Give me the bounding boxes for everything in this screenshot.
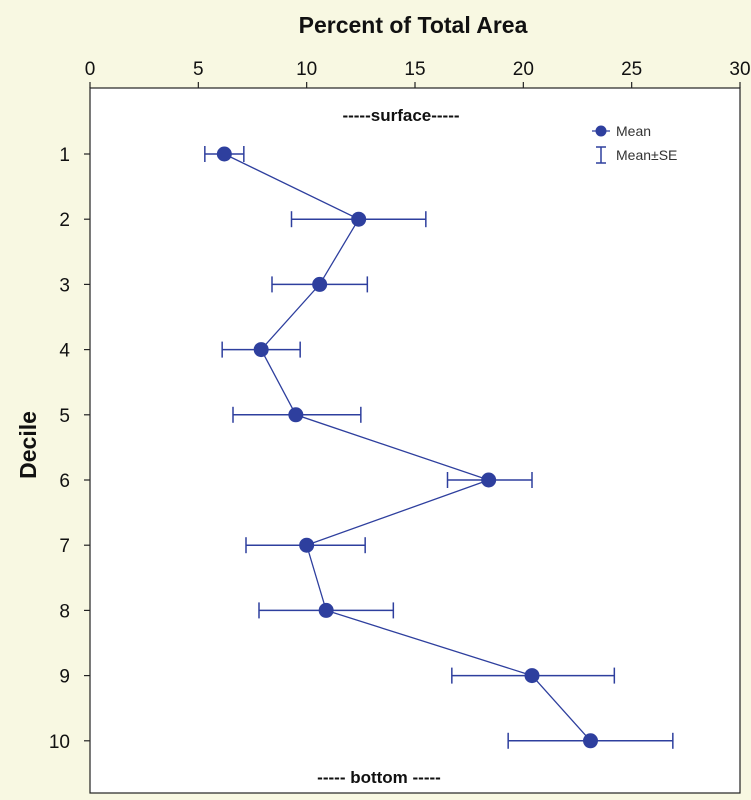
y-axis-title: Decile (15, 411, 41, 479)
mean-point-decile-9 (524, 668, 540, 684)
surface-annotation: -----surface----- (342, 106, 459, 125)
legend: Mean Mean±SE (592, 123, 677, 164)
y-tick-label-2: 3 (59, 275, 70, 296)
series-mean (204, 146, 674, 749)
axis-ticks: 0 5 10 15 20 25 30 1 2 3 4 5 6 7 8 9 10 (49, 59, 751, 753)
y-tick-label-9: 10 (49, 732, 70, 753)
plot-area (89, 87, 741, 794)
y-tick-label-1: 2 (59, 210, 70, 231)
mean-point-decile-8 (318, 602, 334, 618)
y-tick-label-3: 4 (59, 341, 70, 362)
mean-point-decile-4 (253, 342, 269, 358)
x-tick-label-1: 5 (193, 59, 204, 80)
bottom-annotation: ----- bottom ----- (317, 768, 441, 787)
x-tick-label-4: 20 (513, 59, 534, 80)
x-tick-label-6: 30 (729, 59, 750, 80)
mean-point-decile-1 (216, 146, 232, 162)
mean-point-decile-5 (288, 407, 304, 423)
x-axis-title: Percent of Total Area (299, 12, 528, 38)
x-tick-label-5: 25 (621, 59, 642, 80)
y-tick-label-8: 9 (59, 667, 70, 688)
y-tick-label-0: 1 (59, 145, 70, 166)
mean-point-decile-6 (481, 472, 497, 488)
series-line-0 (224, 153, 591, 742)
y-tick-label-4: 5 (59, 406, 70, 427)
y-tick-label-7: 8 (59, 601, 70, 622)
legend-se-label: Mean±SE (616, 147, 677, 163)
legend-mean-label: Mean (616, 123, 651, 139)
y-tick-label-5: 6 (59, 471, 70, 492)
x-tick-label-2: 10 (296, 59, 317, 80)
legend-mean-marker (595, 125, 607, 137)
mean-point-decile-10 (583, 733, 598, 749)
x-tick-label-0: 0 (85, 59, 96, 80)
x-tick-label-3: 15 (404, 59, 425, 80)
legend-se-marker (596, 146, 606, 164)
mean-point-decile-3 (312, 276, 328, 292)
y-tick-label-6: 7 (59, 536, 70, 557)
mean-point-decile-7 (299, 537, 315, 553)
mean-point-decile-2 (351, 211, 367, 227)
